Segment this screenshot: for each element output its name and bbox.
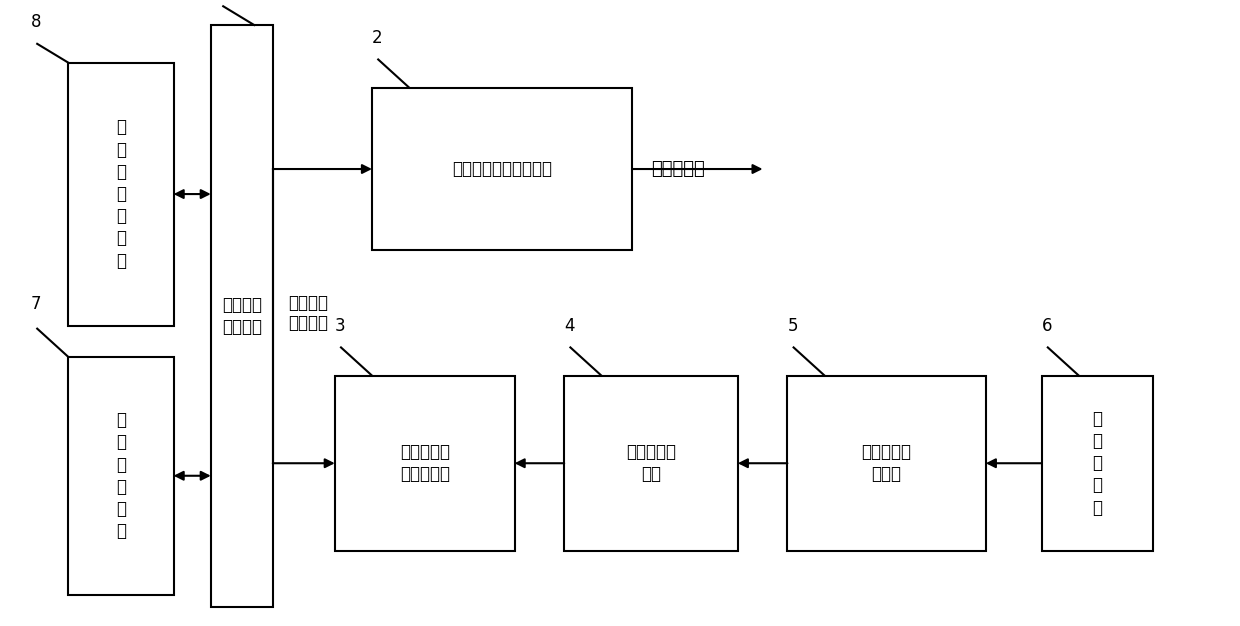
Text: 电
压
互
感
器: 电 压 互 感 器 [1092,410,1102,516]
Text: 4: 4 [564,317,574,335]
Text: 5: 5 [787,317,797,335]
Text: 6: 6 [1042,317,1052,335]
Bar [564,376,738,551]
Text: 小波包能量
比计算模块: 小波包能量 比计算模块 [399,443,450,483]
Text: 人
机
交
互
模
块: 人 机 交 互 模 块 [115,411,126,540]
Bar [1042,376,1153,551]
Bar [372,88,632,250]
Text: 历
史
数
据
库
模
块: 历 史 数 据 库 模 块 [115,118,126,270]
Bar [68,63,174,326]
Text: 中央控制
决策模块: 中央控制 决策模块 [288,294,327,332]
Bar [787,376,986,551]
Text: 2: 2 [372,29,383,47]
Text: 中央控制
决策模块: 中央控制 决策模块 [222,296,262,336]
Bar [68,357,174,595]
Text: 3: 3 [335,317,346,335]
Bar [211,25,273,607]
Text: 1: 1 [217,0,228,3]
Text: 小波包分解
模块: 小波包分解 模块 [626,443,676,483]
Text: 8: 8 [31,13,41,31]
Text: 注入配电网: 注入配电网 [651,160,704,178]
Text: 调频电流信号注入模块: 调频电流信号注入模块 [453,160,552,178]
Text: 7: 7 [31,295,41,313]
Bar [335,376,515,551]
Text: 零序电压分
析模块: 零序电压分 析模块 [862,443,911,483]
